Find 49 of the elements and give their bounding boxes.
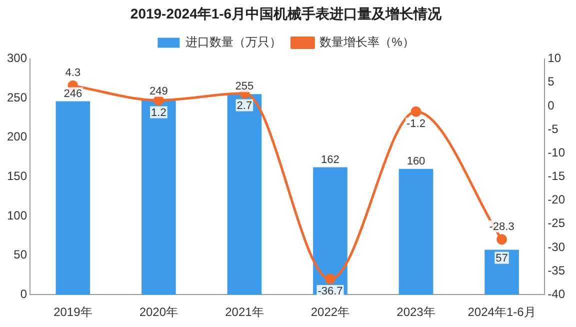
- y-tick-label: 50: [14, 248, 28, 262]
- point: [153, 95, 164, 106]
- data-label: -1.2: [406, 118, 426, 130]
- y-tick-label: 0: [20, 286, 28, 301]
- x-tick-label: 2020年: [139, 305, 178, 320]
- data-label: 255: [235, 80, 254, 93]
- bar: [313, 167, 348, 295]
- data-label: 162: [321, 154, 340, 166]
- x-tick-label: 2019年: [54, 305, 92, 320]
- point: [324, 274, 336, 284]
- bar: [227, 94, 262, 295]
- x-tick-label: 2022年: [310, 305, 350, 320]
- y2-tick-label: -35: [548, 263, 566, 278]
- data-label: 246: [64, 88, 82, 100]
- data-label: 249: [150, 85, 168, 98]
- point: [410, 106, 422, 117]
- bar: [56, 101, 90, 295]
- y2-tick-label: -25: [548, 216, 566, 230]
- data-label: 1.2: [151, 106, 166, 119]
- y-tick-label: 100: [6, 208, 28, 222]
- y2-tick-label: -30: [548, 240, 566, 254]
- y2-tick-label: 10: [548, 51, 562, 66]
- y2-tick-label: 5: [548, 74, 555, 89]
- y-tick-label: 200: [6, 130, 28, 144]
- y-tick-label: 300: [6, 51, 28, 66]
- y2-tick-label: -10: [548, 145, 566, 160]
- y-tick-label: 250: [6, 90, 28, 104]
- bar: [484, 250, 519, 295]
- data-label: -36.7: [318, 286, 343, 298]
- x-tick-label: 2021年: [225, 305, 264, 320]
- x-tick-label: 2023年: [396, 305, 436, 320]
- y2-tick-label: 0: [548, 98, 555, 112]
- y2-tick-label: -20: [548, 192, 566, 207]
- legend-label: 数量增长率（%）: [320, 35, 414, 50]
- y2-tick-label: -5: [548, 122, 559, 136]
- x-tick-label: 2024年1-6月: [468, 305, 536, 320]
- data-label: 2.7: [236, 100, 252, 112]
- y2-tick-label: -40: [548, 286, 566, 301]
- point: [496, 234, 508, 245]
- bar: [398, 168, 434, 295]
- data-label: -28.3: [489, 220, 514, 233]
- data-label: 4.3: [65, 67, 81, 80]
- y2-tick-label: -15: [548, 169, 566, 184]
- bar: [142, 98, 176, 295]
- y-tick-label: 150: [6, 169, 28, 184]
- data-label: 160: [406, 155, 426, 168]
- chart-title: 2019-2024年1-6月中国机械手表进口量及增长情况: [130, 5, 443, 22]
- data-label: 57: [496, 252, 508, 264]
- legend-label: 进口数量（万只）: [186, 35, 282, 50]
